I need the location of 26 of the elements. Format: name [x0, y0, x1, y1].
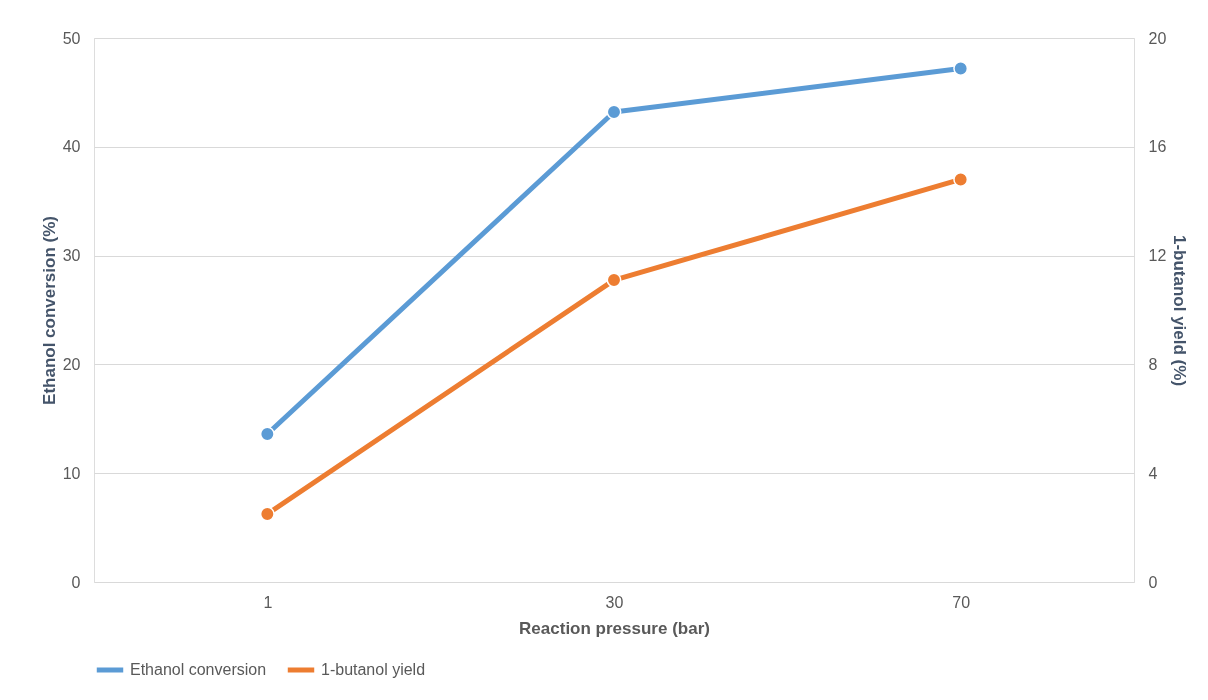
y-tick-label: 20: [62, 355, 81, 373]
point: [953, 61, 969, 76]
x-tick-label: 30: [605, 593, 624, 611]
point: [953, 172, 969, 187]
y-tick-label: 40: [62, 138, 81, 156]
point: [606, 104, 622, 120]
y2-tick-label: 4: [1148, 464, 1158, 482]
y2-tick-label: 8: [1148, 355, 1158, 373]
y2-tick-label: 20: [1148, 29, 1167, 47]
y2-tick-label: 16: [1148, 138, 1167, 156]
x-tick-label: 1: [263, 593, 273, 611]
x-axis-title: Reaction pressure (bar): [519, 618, 710, 638]
point: [606, 272, 622, 288]
point: [259, 426, 275, 442]
legend-label: 1-butanol yield: [321, 661, 426, 678]
y-tick-label: 10: [62, 464, 81, 482]
legend-label: Ethanol conversion: [130, 661, 267, 678]
x-tick-label: 70: [952, 593, 971, 611]
y-tick-label: 30: [62, 247, 81, 265]
y-tick-label: 50: [62, 29, 81, 47]
y2-tick-label: 12: [1148, 247, 1167, 265]
point: [259, 506, 275, 522]
y2-axis-title: 1-butanol yield (%): [1170, 234, 1190, 387]
y-axis-title: Ethanol conversion (%): [39, 216, 59, 405]
y2-tick-label: 0: [1148, 573, 1158, 591]
y-tick-label: 0: [71, 573, 81, 591]
